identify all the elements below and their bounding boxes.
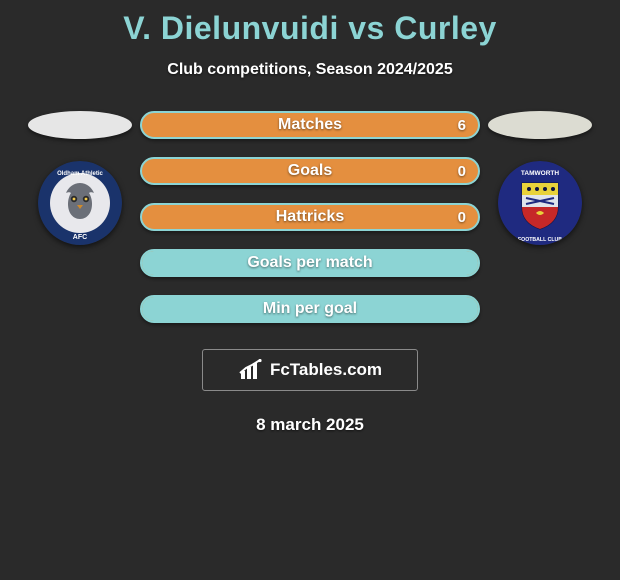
oldham-crest-icon: Oldham Athletic AFC (38, 161, 122, 245)
stat-value-right: 0 (458, 163, 466, 180)
stat-label: Min per goal (263, 300, 357, 318)
left-player-photo-placeholder (28, 111, 132, 139)
right-player-photo-placeholder (488, 111, 592, 139)
svg-text:Oldham Athletic: Oldham Athletic (57, 171, 103, 177)
stat-label: Goals (288, 162, 332, 180)
right-player-column: TAMWORTH FOOTBALL CLUB (480, 111, 600, 245)
comparison-card: V. Dielunvuidi vs Curley Club competitio… (0, 0, 620, 580)
svg-text:TAMWORTH: TAMWORTH (521, 170, 559, 177)
tamworth-crest-icon: TAMWORTH FOOTBALL CLUB (498, 161, 582, 245)
page-title: V. Dielunvuidi vs Curley (123, 10, 497, 47)
stat-value-right: 6 (458, 117, 466, 134)
stat-label: Hattricks (276, 208, 344, 226)
stat-bar-min-per-goal: Min per goal (140, 295, 480, 323)
stat-value-right: 0 (458, 209, 466, 226)
right-club-crest: TAMWORTH FOOTBALL CLUB (498, 161, 582, 245)
stat-label: Matches (278, 116, 342, 134)
stats-bars: Matches 6 Goals 0 Hattricks 0 Goals per … (140, 111, 480, 323)
barchart-icon (238, 359, 264, 381)
stat-bar-goals: Goals 0 (140, 157, 480, 185)
stat-bar-hattricks: Hattricks 0 (140, 203, 480, 231)
svg-text:FOOTBALL CLUB: FOOTBALL CLUB (518, 237, 562, 243)
stat-bar-matches: Matches 6 (140, 111, 480, 139)
svg-text:AFC: AFC (73, 234, 87, 241)
brand-logo[interactable]: FcTables.com (202, 349, 418, 391)
left-club-crest: Oldham Athletic AFC (38, 161, 122, 245)
page-subtitle: Club competitions, Season 2024/2025 (167, 61, 452, 79)
comparison-body: Oldham Athletic AFC Matches 6 Goals 0 Ha… (0, 111, 620, 323)
footer-date: 8 march 2025 (256, 415, 364, 435)
left-player-column: Oldham Athletic AFC (20, 111, 140, 245)
brand-text: FcTables.com (270, 360, 382, 380)
stat-label: Goals per match (247, 254, 372, 272)
stat-bar-goals-per-match: Goals per match (140, 249, 480, 277)
